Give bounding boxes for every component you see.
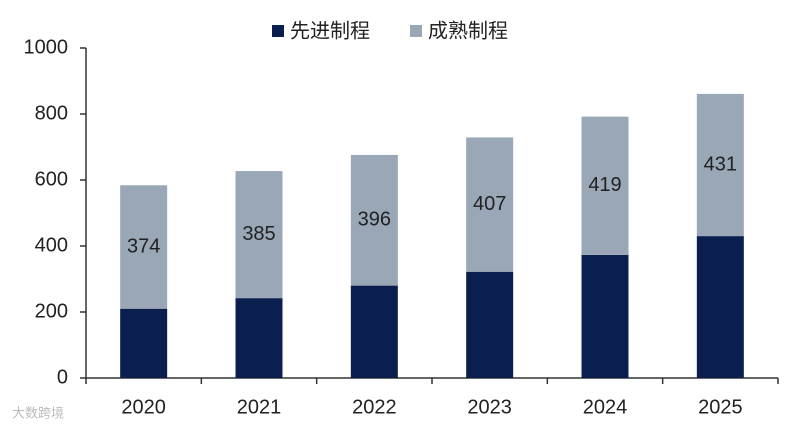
- bar-segment: [350, 285, 398, 378]
- bar-segment: [235, 171, 283, 299]
- legend-label: 先进制程: [290, 19, 370, 42]
- bar-segment: [466, 137, 514, 272]
- x-tick-label: 2021: [237, 396, 282, 418]
- data-label: 374: [127, 235, 160, 257]
- bar-segment: [696, 93, 744, 237]
- legend-swatch: [410, 25, 422, 37]
- y-tick-label: 600: [35, 168, 68, 190]
- x-tick-label: 2024: [583, 396, 628, 418]
- y-tick-label: 1000: [24, 36, 69, 58]
- bar-segment: [581, 116, 629, 255]
- bar-segment: [120, 308, 168, 378]
- bar-segment: [235, 298, 283, 378]
- data-label: 407: [473, 193, 506, 215]
- bar-segment: [696, 236, 744, 378]
- x-tick-label: 2023: [467, 396, 512, 418]
- bar-segment: [581, 254, 629, 378]
- y-tick-label: 400: [35, 234, 68, 256]
- bar-segment: [350, 154, 398, 286]
- data-label: 385: [242, 223, 275, 245]
- legend-swatch: [272, 25, 284, 37]
- data-label: 431: [704, 153, 737, 175]
- x-tick-label: 2022: [352, 396, 397, 418]
- data-label: 396: [358, 209, 391, 231]
- bar-segment: [466, 271, 514, 378]
- data-label: 419: [588, 174, 621, 196]
- bar-segment: [120, 185, 168, 309]
- y-tick-label: 200: [35, 300, 68, 322]
- y-tick-label: 800: [35, 102, 68, 124]
- x-tick-label: 2025: [698, 396, 743, 418]
- y-tick-label: 0: [57, 366, 68, 388]
- legend-label: 成熟制程: [428, 19, 508, 42]
- watermark: 大数跨境: [12, 405, 64, 420]
- x-tick-label: 2020: [121, 396, 166, 418]
